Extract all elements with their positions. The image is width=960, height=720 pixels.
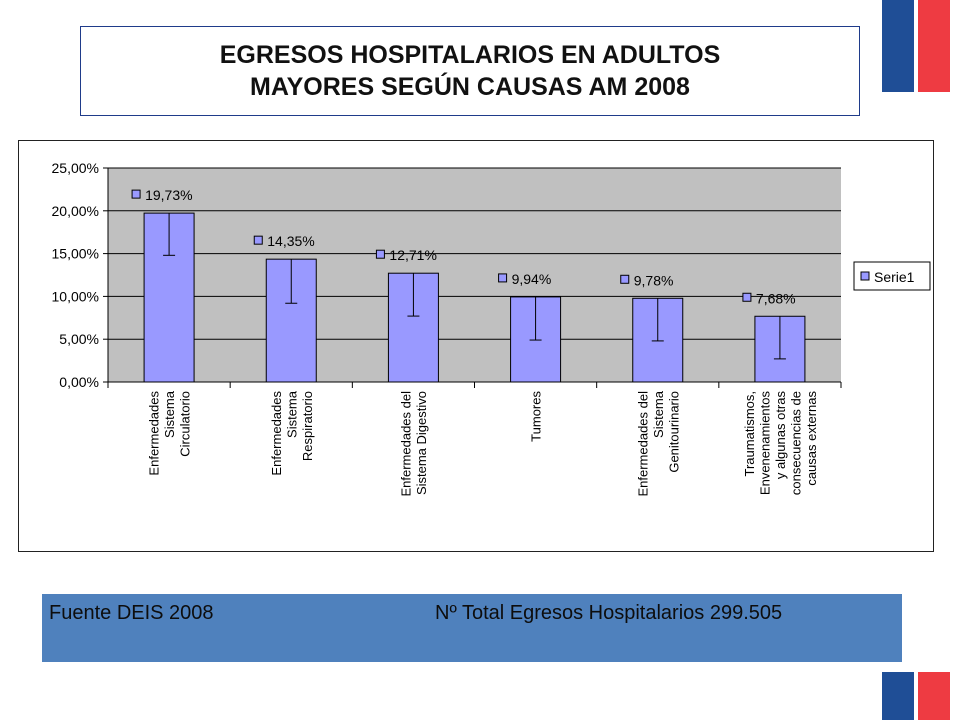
x-tick-label-line: Sistema Digestivo — [414, 391, 429, 495]
chart-frame: 0,00% 5,00% 10,00% 15,00% 20,00% 25,00% 19,73%… — [18, 140, 934, 552]
bar-chart: 0,00% 5,00% 10,00% 15,00% 20,00% 25,00% 19,73%… — [52, 160, 931, 497]
y-tick-label: 15,00% — [52, 246, 99, 262]
data-label: 9,94% — [512, 271, 552, 287]
y-tick-label: 10,00% — [52, 288, 99, 304]
plot-area — [108, 168, 841, 382]
data-label: 19,73% — [145, 187, 192, 203]
x-tick-label-line: Sistema — [284, 390, 299, 438]
x-tick-label-line: Respiratorio — [300, 391, 315, 461]
y-tick-label: 0,00% — [59, 374, 99, 390]
x-tick-label-line: Enfermedades del — [635, 391, 650, 497]
x-tick-label: Enfermedades del Sistema Genitourinario — [635, 390, 681, 496]
x-tick-label-line: Enfermedades — [269, 391, 284, 476]
data-label: 7,68% — [756, 290, 796, 306]
x-tick-label-line: Genitourinario — [666, 391, 681, 473]
x-tick-label: Traumatismos, Envenenamientos y algunas ot… — [742, 391, 819, 496]
x-tick-label-line: causas externas — [804, 391, 819, 486]
footer-total: Nº Total Egresos Hospitalarios 299.505 — [435, 602, 783, 624]
y-tick-label: 5,00% — [59, 331, 99, 347]
y-tick-label: 20,00% — [52, 203, 99, 219]
footer-source: Fuente DEIS 2008 — [49, 602, 214, 624]
title-box: EGRESOS HOSPITALARIOS EN ADULTOS MAYORES… — [80, 26, 860, 116]
x-tick-label-line: Enfermedades del — [399, 391, 414, 497]
flag-logo-bottom — [882, 672, 950, 720]
x-tick-label-line: Circulatorio — [178, 391, 193, 457]
footer-bar: Fuente DEIS 2008 Nº Total Egresos Hospit… — [42, 594, 902, 662]
data-label-key — [131, 189, 141, 199]
x-tick-label: Tumores — [529, 391, 544, 442]
x-tick-label-line: consecuencias de — [788, 391, 803, 495]
data-label-key — [375, 249, 385, 259]
data-label: 14,35% — [267, 233, 314, 249]
data-label: 12,71% — [389, 247, 436, 263]
flag-logo-top — [882, 0, 950, 92]
x-tick-label: Enfermedades Sistema Respiratorio — [269, 390, 315, 475]
data-label-key — [253, 235, 263, 245]
data-label: 9,78% — [634, 272, 674, 288]
x-tick-label-line: Enfermedades — [147, 391, 162, 476]
legend-swatch — [860, 271, 870, 281]
x-tick-label: Enfermedades del Sistema Digestivo — [399, 391, 430, 497]
x-tick-label-line: y algunas otras — [773, 391, 788, 480]
data-label-key — [742, 292, 752, 302]
data-label-key — [620, 274, 630, 284]
legend-label: Serie1 — [874, 269, 915, 285]
x-tick-label-line: Tumores — [529, 391, 544, 442]
x-tick-label: Enfermedades Sistema Circulatorio — [147, 390, 193, 475]
page-title: EGRESOS HOSPITALARIOS EN ADULTOS MAYORES… — [219, 40, 721, 102]
x-tick-label-line: Envenenamientos — [757, 391, 772, 496]
x-tick-label-line: Traumatismos, — [742, 391, 757, 476]
x-tick-label-line: Sistema — [162, 390, 177, 438]
data-label-key — [498, 273, 508, 283]
x-tick-label-line: Sistema — [651, 390, 666, 438]
y-tick-label: 25,00% — [52, 160, 99, 176]
